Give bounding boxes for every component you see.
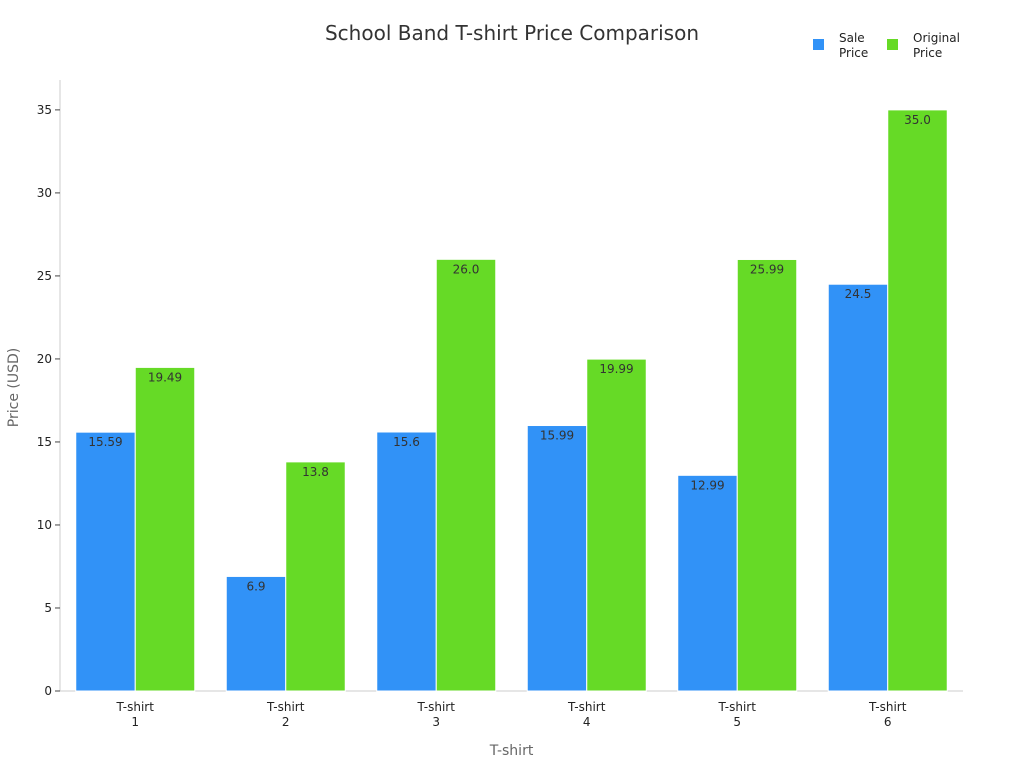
y-axis: 0 5 10 15 20 25 30 35 [37,80,61,698]
bar-value-label: 12.99 [690,478,724,492]
y-tick-label: 35 [37,103,52,117]
bar-value-label: 15.59 [88,435,122,449]
legend-swatch [813,39,824,50]
bar [225,575,287,692]
legend: Sale Price Original Price [813,31,960,60]
y-tick-label: 10 [37,518,52,532]
bar-value-label: 13.8 [302,465,329,479]
bar [435,258,497,692]
x-tick-label: T-shirt 3 [417,700,456,729]
bar [526,425,588,692]
x-tick-label: T-shirt 5 [718,700,757,729]
x-tick-label: T-shirt 2 [266,700,305,729]
y-tick-label: 25 [37,269,52,283]
bar-value-label: 19.99 [599,362,633,376]
legend-swatch [887,39,898,50]
legend-label: Original Price [913,31,960,60]
bar [586,358,647,692]
bar-value-label: 19.49 [148,370,182,384]
x-tick-label: T-shirt 4 [567,700,606,729]
bar [887,109,948,692]
bar-value-label: 25.99 [750,262,784,276]
y-axis-title: Price (USD) [6,348,22,427]
bar [827,283,889,692]
bar-value-label: 6.9 [246,579,265,593]
y-tick-label: 30 [37,186,52,200]
bar-value-label: 15.6 [393,435,420,449]
y-tick-label: 5 [44,601,52,615]
x-tick-label: T-shirt 6 [868,700,907,729]
y-tick-label: 0 [44,684,52,698]
legend-label: Sale Price [839,31,868,60]
x-axis: T-shirt 1 T-shirt 2 T-shirt 3 T-shirt 4 T-shirt 5… [60,690,963,729]
y-tick-label: 20 [37,352,52,366]
x-tick-label: T-shirt 1 [116,700,155,729]
bar [376,431,437,692]
bar [75,431,136,692]
bar-value-label: 24.5 [845,287,872,301]
chart-title: School Band T-shirt Price Comparison [325,21,699,45]
y-tick-label: 15 [37,435,52,449]
bar-value-label: 26.0 [453,262,480,276]
bar-value-label: 15.99 [540,429,574,443]
data-labels: 15.59 19.49 6.9 13.8 15.6 26.0 15.99 19.99 12.99… [88,113,931,594]
bar [285,461,346,692]
bar [677,474,738,692]
x-axis-title: T-shirt [489,743,534,759]
bar [134,366,196,692]
bar [736,258,798,692]
bars [75,109,948,692]
bar-value-label: 35.0 [904,113,931,127]
